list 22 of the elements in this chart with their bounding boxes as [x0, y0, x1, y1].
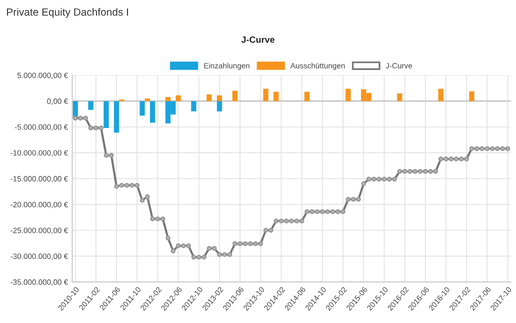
bar — [165, 96, 171, 102]
bar — [150, 101, 156, 123]
bar — [263, 88, 268, 102]
bar — [232, 90, 238, 102]
bar — [346, 88, 351, 102]
bar — [88, 101, 94, 110]
bar — [176, 95, 181, 102]
bar — [144, 98, 150, 102]
bar — [274, 92, 279, 102]
chart-subtitle: J-Curve — [241, 36, 274, 43]
bar — [438, 88, 444, 102]
bar — [304, 92, 310, 102]
bar — [140, 101, 145, 116]
bar — [216, 101, 222, 112]
bar — [104, 101, 109, 128]
bar — [397, 93, 402, 102]
chart-title: Private Equity Dachfonds I — [7, 8, 128, 18]
bar — [206, 94, 212, 102]
bar — [216, 95, 222, 102]
bar — [191, 101, 196, 112]
bar — [469, 91, 474, 102]
bar — [114, 101, 120, 133]
